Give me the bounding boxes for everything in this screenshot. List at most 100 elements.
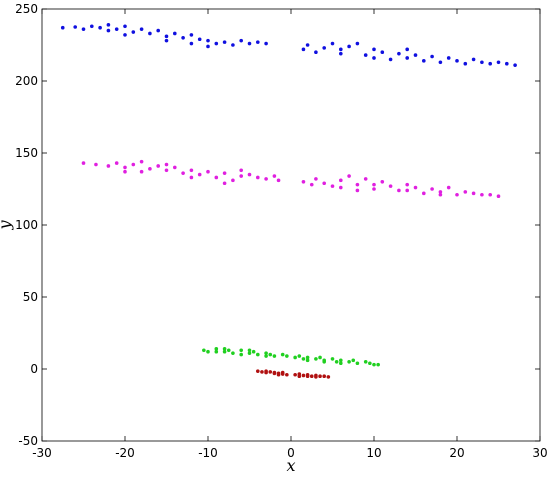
point	[322, 46, 327, 50]
point	[301, 180, 306, 184]
point	[372, 56, 376, 60]
point	[405, 56, 410, 60]
point	[330, 41, 335, 46]
point	[222, 349, 227, 354]
x-tick-label: -10	[198, 446, 218, 460]
point	[351, 358, 356, 363]
point	[347, 174, 351, 178]
point	[272, 370, 277, 375]
x-axis-label: x	[286, 456, 295, 475]
x-tick-label: -20	[115, 446, 135, 460]
point	[239, 348, 243, 353]
point	[123, 165, 127, 170]
point	[446, 56, 451, 60]
point	[438, 190, 443, 194]
point	[148, 31, 152, 36]
point	[388, 184, 393, 188]
point	[301, 373, 306, 378]
point	[276, 178, 281, 183]
point	[272, 174, 277, 178]
point	[413, 53, 418, 57]
point	[471, 191, 476, 196]
point	[463, 190, 468, 194]
point	[301, 47, 306, 52]
point	[339, 185, 343, 190]
point	[226, 348, 231, 353]
point	[405, 182, 410, 187]
point	[81, 161, 86, 165]
point	[247, 348, 252, 353]
point	[480, 60, 484, 65]
point	[322, 374, 327, 379]
point	[305, 358, 310, 363]
point	[255, 175, 260, 180]
point	[422, 191, 426, 196]
point	[330, 357, 335, 361]
point	[106, 164, 111, 168]
point	[247, 41, 252, 46]
point	[339, 358, 343, 363]
point	[405, 47, 410, 52]
point	[293, 372, 297, 377]
point	[231, 43, 235, 47]
point	[471, 57, 476, 62]
point	[496, 194, 501, 198]
point	[285, 354, 289, 358]
point	[372, 47, 376, 52]
y-tick-label: 150	[15, 146, 38, 160]
point	[148, 167, 152, 171]
point	[247, 351, 252, 355]
point	[164, 34, 169, 39]
y-tick-label: 200	[15, 74, 38, 88]
point	[131, 30, 136, 34]
point	[106, 28, 111, 33]
point	[397, 188, 401, 193]
point	[264, 177, 268, 181]
point	[156, 164, 160, 168]
point	[114, 161, 119, 165]
point	[264, 351, 268, 355]
point	[206, 38, 210, 43]
point	[156, 28, 160, 33]
point	[239, 168, 243, 173]
point	[305, 355, 310, 360]
point	[318, 374, 322, 379]
point	[480, 192, 484, 197]
point	[255, 369, 260, 373]
point	[222, 171, 227, 175]
point	[106, 23, 111, 27]
y-axis-label: y	[0, 220, 14, 231]
point	[309, 374, 314, 379]
point	[446, 185, 451, 190]
point	[297, 354, 302, 358]
x-tick-label: 0	[287, 446, 295, 460]
y-tick-label: 50	[23, 290, 38, 304]
point	[330, 184, 335, 188]
point	[251, 349, 256, 354]
point	[60, 25, 65, 30]
point	[189, 41, 194, 46]
point	[81, 27, 86, 31]
point	[280, 352, 285, 357]
point	[114, 27, 119, 31]
point	[123, 33, 127, 37]
x-tick-label: 10	[366, 446, 381, 460]
point	[355, 41, 360, 46]
point	[463, 61, 468, 66]
point	[264, 354, 268, 358]
x-tick-label: 30	[532, 446, 547, 460]
point	[197, 37, 202, 42]
point	[363, 53, 368, 57]
point	[430, 54, 434, 59]
point	[438, 60, 443, 65]
point	[314, 177, 318, 181]
point	[455, 59, 459, 63]
x-tick-label: -30	[32, 446, 52, 460]
point	[239, 38, 243, 43]
point	[131, 162, 136, 167]
point	[297, 374, 302, 379]
point	[322, 181, 327, 186]
point	[123, 24, 127, 29]
point	[355, 361, 360, 366]
